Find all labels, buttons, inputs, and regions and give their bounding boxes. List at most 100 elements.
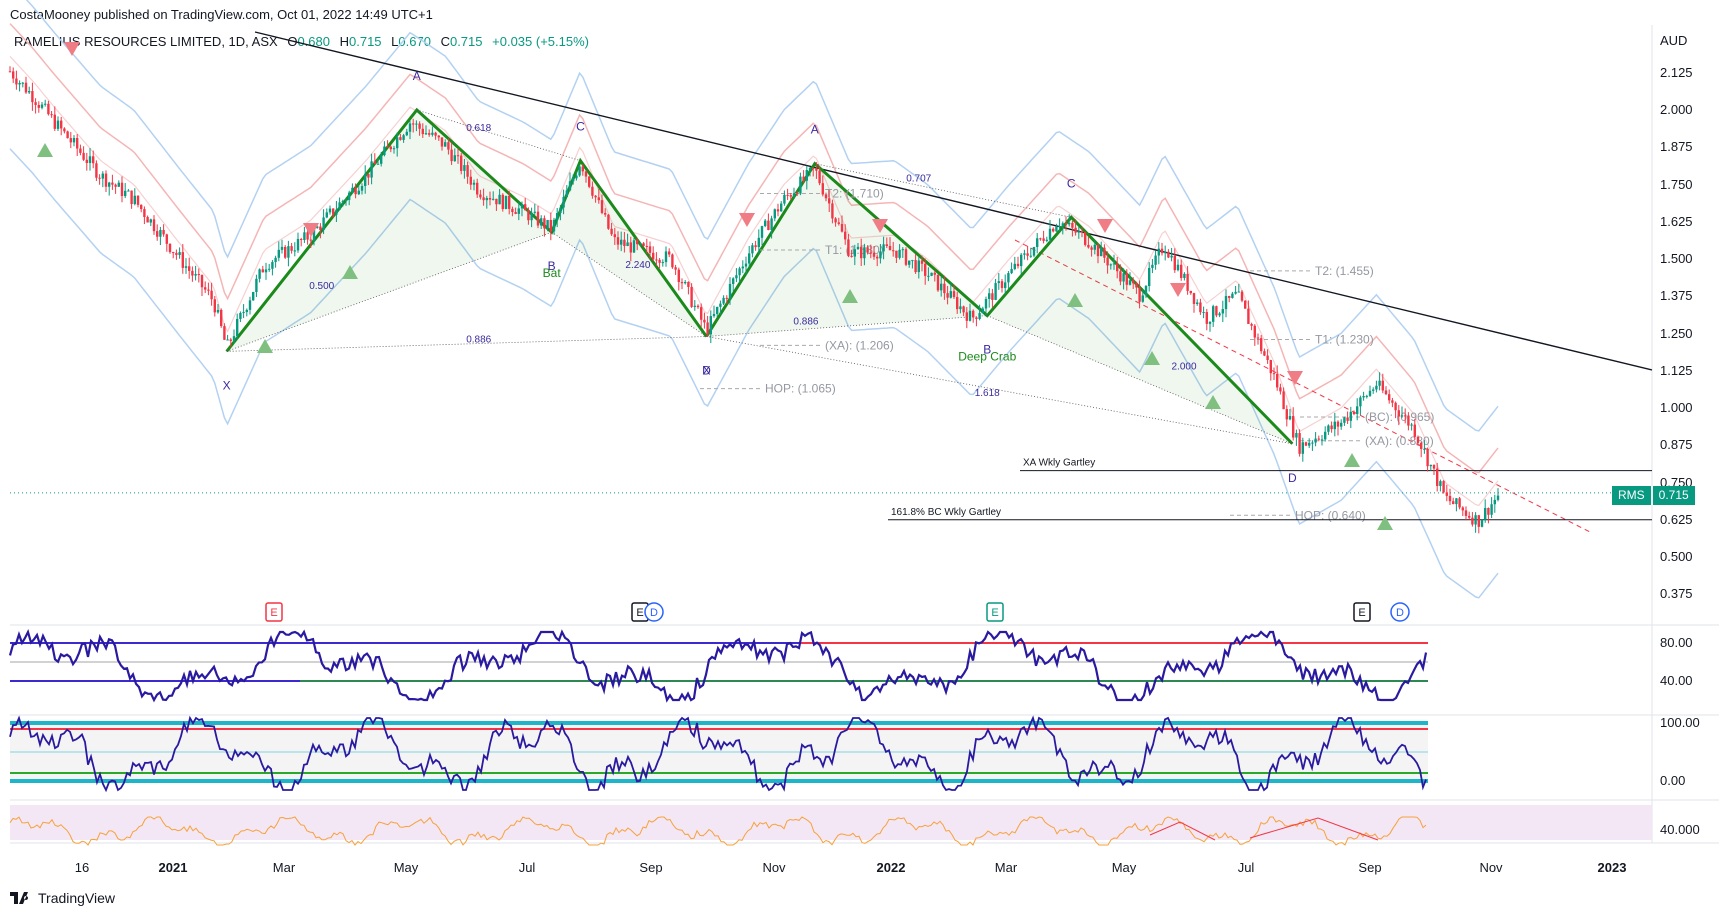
candle-body bbox=[383, 146, 386, 156]
candle-body bbox=[1356, 406, 1359, 415]
candle-body bbox=[962, 306, 965, 313]
candle-body bbox=[898, 249, 901, 258]
candle-body bbox=[482, 197, 485, 201]
candle-body bbox=[184, 266, 188, 268]
candle-body bbox=[348, 192, 351, 200]
candle-body bbox=[1327, 425, 1330, 432]
candle-body bbox=[434, 132, 437, 136]
candle-body bbox=[1205, 312, 1208, 324]
candle-body bbox=[1490, 504, 1493, 515]
candle-body bbox=[594, 195, 597, 198]
candle-body bbox=[472, 182, 476, 185]
osc3-bg bbox=[10, 805, 1652, 840]
candle-body bbox=[1032, 246, 1036, 256]
candle-body bbox=[837, 222, 840, 224]
candle-body bbox=[1340, 422, 1343, 427]
candle-body bbox=[40, 104, 44, 108]
candle-body bbox=[949, 291, 952, 298]
candle-body bbox=[1391, 400, 1394, 403]
candle-body bbox=[28, 91, 31, 93]
candle-body bbox=[1084, 232, 1087, 245]
candle-body bbox=[15, 78, 18, 85]
candle-body bbox=[191, 270, 194, 276]
candle-body bbox=[242, 312, 245, 314]
candle-body bbox=[514, 212, 517, 214]
candle-body bbox=[1208, 321, 1212, 324]
event-marker-dividend bbox=[644, 602, 664, 622]
candle-body bbox=[908, 260, 911, 265]
candle-body bbox=[604, 212, 607, 215]
symbol-legend[interactable]: RAMELIUS RESOURCES LIMITED, 1D, ASX O0.6… bbox=[14, 34, 589, 49]
candle-body bbox=[1228, 296, 1231, 298]
candle-body bbox=[162, 229, 165, 235]
pattern-point-b: B bbox=[983, 343, 991, 357]
candle-body bbox=[968, 310, 972, 321]
candle-body bbox=[325, 212, 328, 218]
pattern-point-d: D bbox=[702, 363, 711, 377]
candle-body bbox=[888, 246, 892, 251]
candle-body bbox=[1170, 255, 1173, 258]
candle-body bbox=[568, 181, 572, 191]
candle-body bbox=[316, 226, 319, 228]
candle-body bbox=[312, 227, 316, 241]
osc3-divergence bbox=[1249, 817, 1379, 841]
buy-signal-icon bbox=[37, 143, 53, 157]
candle-body bbox=[751, 245, 754, 254]
candle-body bbox=[18, 82, 21, 85]
candle-body bbox=[824, 194, 828, 199]
candle-body bbox=[66, 131, 69, 139]
pattern-xd-1 bbox=[706, 336, 1293, 445]
candle-body bbox=[69, 138, 72, 143]
candle-body bbox=[632, 240, 636, 253]
candle-body bbox=[402, 135, 405, 140]
currency-label[interactable]: AUD bbox=[1660, 33, 1688, 48]
candle-body bbox=[367, 173, 370, 178]
candle-body bbox=[668, 251, 671, 255]
pattern-bd-0 bbox=[551, 231, 707, 337]
candle-body bbox=[1164, 251, 1167, 254]
candle-body bbox=[1279, 387, 1282, 392]
candle-body bbox=[876, 256, 879, 259]
candle-body bbox=[1074, 227, 1077, 233]
candle-body bbox=[1388, 394, 1391, 401]
rsi-line bbox=[8, 628, 1428, 703]
candle-body bbox=[943, 283, 946, 294]
candle-body bbox=[930, 272, 933, 276]
candle-body bbox=[904, 249, 908, 265]
candle-body bbox=[1234, 291, 1237, 294]
candle-body bbox=[172, 252, 175, 254]
candle-body bbox=[440, 137, 444, 147]
candle-body bbox=[220, 309, 223, 327]
high-value: 0.715 bbox=[349, 34, 382, 49]
candle-body bbox=[1423, 448, 1426, 450]
ratio-label: 0.886 bbox=[466, 334, 491, 345]
candle-body bbox=[626, 242, 629, 247]
candle-body bbox=[610, 228, 613, 235]
candle-body bbox=[1016, 263, 1020, 267]
candle-body bbox=[1384, 390, 1388, 395]
candle-body bbox=[37, 104, 40, 108]
candle-body bbox=[767, 220, 770, 231]
pattern-point-a: A bbox=[811, 123, 819, 137]
candle-body bbox=[703, 319, 706, 323]
last-price-badge: RMS 0.715 bbox=[1612, 486, 1695, 505]
candle-body bbox=[140, 204, 143, 210]
candle-body bbox=[844, 231, 847, 240]
candle-body bbox=[1394, 402, 1397, 411]
time-tick: 16 bbox=[74, 860, 90, 875]
candle-body bbox=[559, 207, 562, 214]
candle-body bbox=[1346, 417, 1349, 421]
candle-body bbox=[796, 193, 799, 195]
candle-body bbox=[591, 186, 594, 196]
tradingview-brand[interactable]: TradingView bbox=[10, 890, 115, 906]
price-tick: 1.250 bbox=[1660, 325, 1693, 341]
time-tick: Mar bbox=[994, 860, 1018, 875]
candle-body bbox=[572, 178, 575, 182]
sell-signal-icon bbox=[303, 223, 319, 237]
candle-body bbox=[674, 267, 677, 270]
candle-body bbox=[1058, 226, 1061, 228]
candle-body bbox=[578, 166, 581, 176]
candle-body bbox=[1186, 273, 1189, 291]
candle-body bbox=[1093, 244, 1096, 250]
